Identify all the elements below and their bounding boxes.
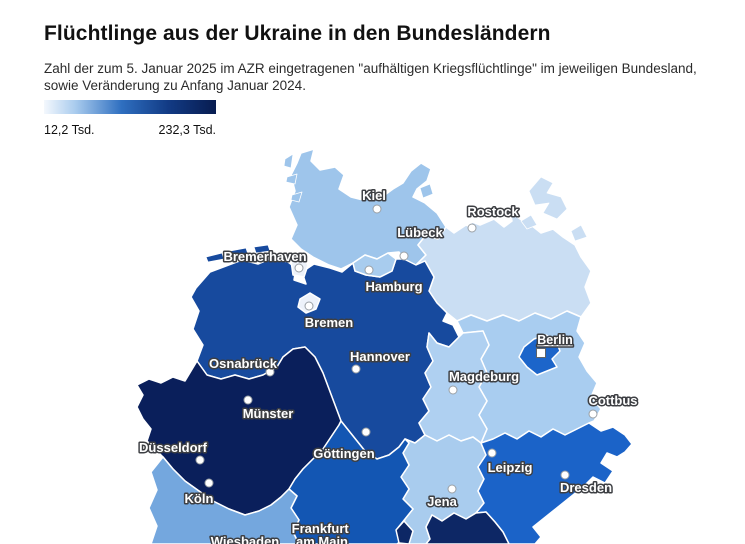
city-label-cottbus: Cottbus	[588, 393, 637, 408]
city-label-layer: Kiel Rostock Lübeck Bremerhaven Hamburg …	[138, 187, 640, 544]
legend-max-label: 232,3 Tsd.	[158, 123, 216, 137]
city-label-bremen: Bremen	[305, 315, 353, 330]
city-label-koeln: Köln	[185, 491, 214, 506]
color-legend: 12,2 Tsd. 232,3 Tsd.	[44, 100, 216, 137]
city-label-frankfurt-am-main: Frankfurt am Main	[292, 521, 353, 544]
state-bayern[interactable]	[395, 511, 510, 544]
subtitle-line-2: sowie Veränderung zu Anfang Januar 2024.	[44, 78, 306, 93]
city-label-rostock: Rostock	[467, 204, 519, 219]
city-label-bremerhaven: Bremerhaven	[223, 249, 306, 264]
city-label-berlin: Berlin	[537, 333, 572, 347]
state-niedersachsen-islands[interactable]	[205, 244, 271, 263]
city-dot-goettingen	[361, 427, 371, 437]
page-title: Flüchtlinge aus der Ukraine in den Bunde…	[44, 22, 551, 45]
subtitle: Zahl der zum 5. Januar 2025 im AZR einge…	[44, 60, 734, 94]
state-mecklenburg-vorpommern-islands[interactable]	[520, 176, 588, 242]
city-dot-muenster	[243, 395, 253, 405]
state-rheinland-pfalz[interactable]	[148, 456, 300, 544]
subtitle-line-1: Zahl der zum 5. Januar 2025 im AZR einge…	[44, 61, 697, 76]
city-dot-cottbus	[588, 409, 598, 419]
city-label-luebeck: Lübeck	[397, 225, 443, 240]
legend-gradient-bar	[44, 100, 216, 114]
city-dot-duesseldorf	[195, 455, 205, 465]
city-dot-rostock	[467, 223, 477, 233]
state-hessen[interactable]	[288, 420, 414, 544]
city-dot-jena	[447, 484, 457, 494]
city-label-hannover: Hannover	[350, 349, 410, 364]
city-dot-koeln	[204, 478, 214, 488]
city-dot-osnabrueck	[265, 367, 275, 377]
city-label-wiesbaden: Wiesbaden	[211, 534, 280, 544]
city-dot-luebeck	[399, 251, 409, 261]
city-label-hamburg: Hamburg	[365, 279, 422, 294]
city-label-goettingen: Göttingen	[313, 446, 374, 461]
city-marker-layer	[195, 204, 598, 494]
city-dot-bremerhaven	[294, 263, 304, 273]
city-label-kiel: Kiel	[362, 188, 386, 203]
city-label-duesseldorf: Düsseldorf	[139, 440, 208, 455]
state-layer	[136, 148, 633, 544]
city-dot-hannover	[351, 364, 361, 374]
legend-min-label: 12,2 Tsd.	[44, 123, 95, 137]
city-dot-magdeburg	[448, 385, 458, 395]
city-dot-leipzig	[487, 448, 497, 458]
city-label-jena: Jena	[427, 494, 457, 509]
city-label-muenster: Münster	[243, 406, 294, 421]
header: Flüchtlinge aus der Ukraine in den Bunde…	[44, 22, 734, 94]
city-label-magdeburg: Magdeburg	[449, 369, 519, 384]
city-dot-kiel	[372, 204, 382, 214]
state-hamburg[interactable]	[352, 252, 397, 278]
city-dot-dresden	[560, 470, 570, 480]
city-label-dresden: Dresden	[560, 480, 612, 495]
capital-marker-berlin	[536, 348, 546, 358]
city-label-osnabrueck: Osnabrück	[209, 356, 278, 371]
legend-labels: 12,2 Tsd. 232,3 Tsd.	[44, 123, 216, 137]
city-label-leipzig: Leipzig	[488, 460, 533, 475]
city-dot-bremen	[304, 301, 314, 311]
city-dot-hamburg	[364, 265, 374, 275]
state-schleswig-holstein-islands[interactable]	[283, 153, 434, 203]
